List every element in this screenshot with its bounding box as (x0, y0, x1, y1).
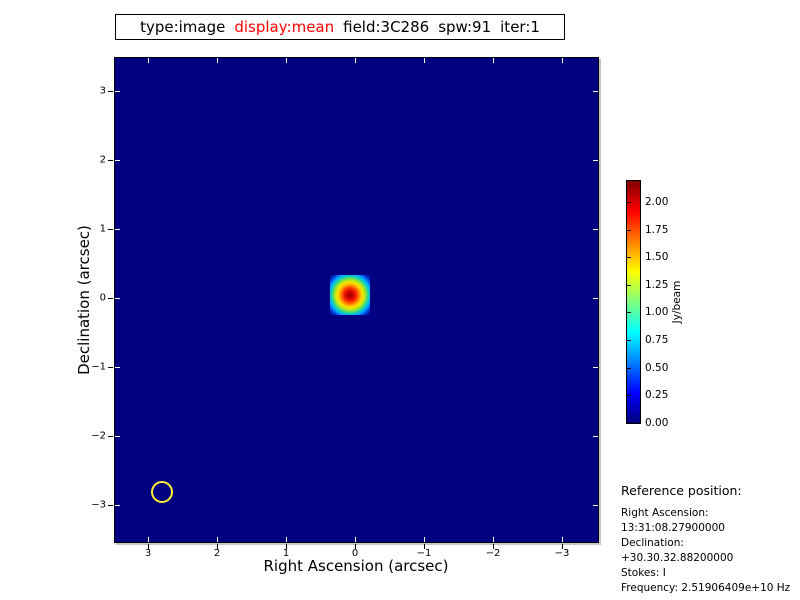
colorbar-tick-label: 1.75 (645, 223, 669, 236)
x-tick-mark (286, 57, 287, 63)
x-tick-label: −3 (554, 547, 570, 559)
image-plot-canvas[interactable]: 3 2 1 0 −1 −2 −3 3 2 1 0 −1 −2 −3 (91, 56, 599, 559)
x-tick-mark (217, 57, 218, 63)
title-box: type:image display:mean field:3C286 spw:91 i… (115, 14, 565, 40)
y-tick-mark (115, 504, 120, 506)
colorbar-tick-label: 1.25 (645, 278, 669, 291)
title-segment: spw:91 (438, 18, 492, 36)
y-tick-mark (593, 435, 598, 437)
x-tick-mark (286, 543, 287, 549)
y-tick-mark (593, 297, 598, 299)
reference-line: Frequency: 2.51906409e+10 Hz (621, 582, 791, 594)
x-tick-mark (217, 543, 218, 549)
x-tick-label: −2 (485, 547, 501, 559)
y-tick-mark (108, 90, 113, 92)
reference-line: Declination: +30.30.32.88200000 (621, 537, 734, 564)
x-tick-mark (286, 536, 287, 542)
x-tick-mark (424, 543, 425, 549)
y-tick-mark (108, 504, 113, 506)
reference-lines: Right Ascension: 13:31:08.27900000 Declin… (621, 506, 799, 596)
y-tick-label: 0 (99, 292, 106, 303)
colorbar-tick-mark (627, 201, 631, 203)
y-tick-mark (115, 297, 120, 299)
source-blob (330, 274, 370, 315)
reference-position-block: Reference position: Right Ascension: 13:… (621, 483, 799, 596)
x-tick-mark (217, 536, 218, 542)
x-tick-mark (562, 543, 563, 549)
x-tick-mark (562, 536, 563, 542)
y-tick-mark (108, 159, 113, 161)
y-tick-mark (593, 366, 598, 368)
colorbar-tick-mark (627, 312, 631, 314)
y-tick-mark (115, 159, 120, 161)
colorbar-tick-label: 0.25 (645, 389, 669, 402)
colorbar-tick-mark (627, 284, 631, 286)
reference-line: Right Ascension: 13:31:08.27900000 (621, 507, 725, 534)
beam-marker-circle (151, 480, 173, 503)
title-segment: iter:1 (500, 18, 540, 36)
colorbar-tick-label: 1.00 (645, 306, 669, 319)
title-segment: field:3C286 (343, 18, 430, 36)
x-tick-mark (562, 57, 563, 63)
y-tick-mark (115, 90, 120, 92)
x-tick-mark (355, 536, 356, 542)
colorbar-tick-mark (627, 423, 631, 424)
colorbar-tick-label: 0.00 (645, 417, 669, 429)
y-tick-mark (108, 297, 113, 299)
y-tick-mark (593, 159, 598, 161)
y-tick-label: 2 (99, 154, 106, 165)
x-tick-mark (148, 543, 149, 549)
y-tick-mark (115, 366, 120, 368)
colorbar-tick-label: 0.50 (645, 361, 669, 374)
colorbar-tick-mark (627, 340, 631, 342)
x-tick-mark (148, 57, 149, 63)
y-tick-mark (108, 435, 113, 437)
y-tick-label: 3 (99, 85, 106, 96)
x-tick-label: 2 (213, 547, 221, 559)
x-tick-mark (424, 536, 425, 542)
x-axis-label: Right Ascension (arcsec) (263, 557, 449, 575)
x-tick-label: −1 (416, 547, 432, 559)
reference-header: Reference position: (621, 483, 742, 498)
reference-line: Stokes: I (621, 567, 666, 579)
colorbar-tick-mark (627, 257, 631, 259)
x-tick-mark (493, 57, 494, 63)
colorbar-tick-label: 2.00 (645, 195, 669, 208)
x-tick-mark (355, 543, 356, 549)
colorbar-tick-label: 1.50 (645, 251, 669, 264)
x-tick-label: 3 (144, 547, 152, 559)
colorbar-unit-label: Jy/beam (671, 280, 683, 324)
y-tick-label: −1 (91, 361, 106, 372)
x-tick-label: 0 (351, 547, 359, 559)
y-tick-mark (108, 366, 113, 368)
y-tick-mark (115, 435, 120, 437)
x-tick-mark (424, 57, 425, 63)
colorbar-tick-mark (627, 395, 631, 397)
y-tick-label: −3 (91, 499, 106, 510)
y-tick-mark (593, 90, 598, 92)
y-tick-mark (593, 504, 598, 506)
colorbar: 2.00 1.75 1.50 1.25 1.00 0.75 0.50 0.25 0.00 (626, 180, 668, 429)
x-tick-mark (493, 543, 494, 549)
colorbar-tick-mark (627, 229, 631, 231)
x-tick-mark (355, 57, 356, 63)
x-tick-mark (493, 536, 494, 542)
title-segment: display:mean (234, 18, 335, 36)
y-tick-mark (115, 228, 120, 230)
y-tick-label: −2 (91, 430, 106, 441)
y-axis-label: Declination (arcsec) (75, 225, 93, 375)
colorbar-tick-label: 0.75 (645, 334, 669, 347)
y-tick-mark (108, 228, 113, 230)
x-tick-label: 1 (282, 547, 290, 559)
y-tick-mark (593, 228, 598, 230)
title-segment: type:image (140, 18, 226, 36)
colorbar-tick-mark (627, 367, 631, 369)
y-tick-label: 1 (99, 223, 106, 234)
x-tick-mark (148, 536, 149, 542)
